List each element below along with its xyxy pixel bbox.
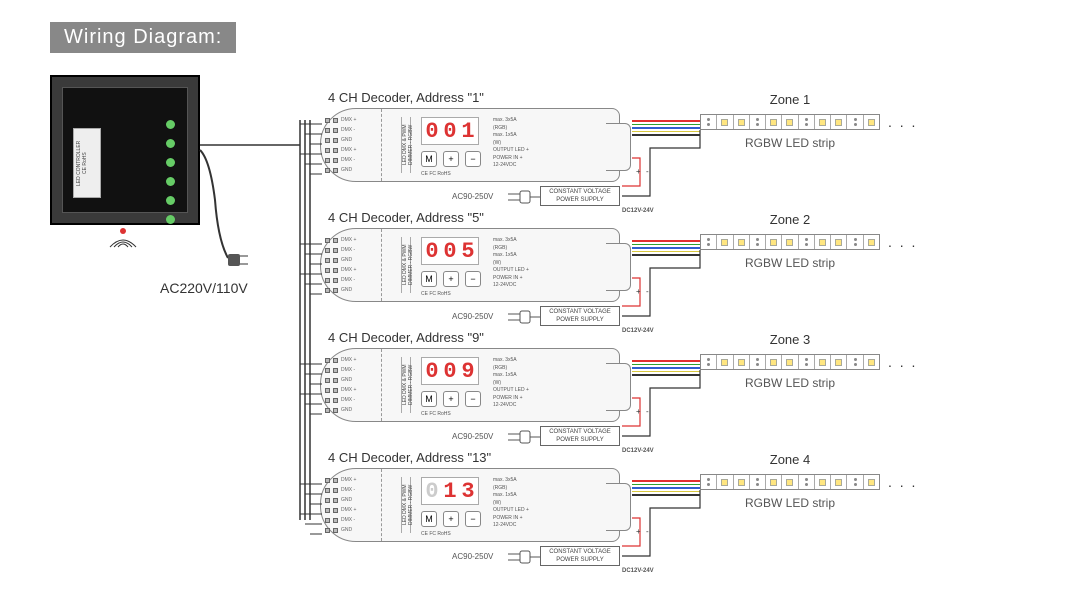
rf-wireless-icon [108,228,138,254]
zone-label: Zone 1 [700,92,880,107]
cert-label: CE FC RoHS [421,291,451,297]
decoder-button[interactable]: − [465,511,481,527]
cert-label: CE FC RoHS [421,411,451,417]
dmx-terminals: DMX +DMX -GNDDMX +DMX -GND [325,475,375,535]
output-spec-label: max. 3x5A(RGB)max. 1x5A(W)OUTPUT LED +PO… [493,117,529,170]
decoder-model-label: LED DMX & PWM DIMMER - RGBW [401,357,411,413]
svg-text:-: - [646,167,649,176]
cert-label: CE FC RoHS [421,171,451,177]
psu-plug-icon [508,548,540,566]
controller-info-label: LED CONTROLLER CE RoHS [73,128,101,198]
psu-ac-label: AC90-250V [452,552,493,561]
decoder-button[interactable]: M [421,511,437,527]
svg-text:-: - [646,407,649,416]
svg-text:+: + [636,407,641,416]
decoder-button[interactable]: − [465,151,481,167]
controller-leds [166,120,175,224]
psu-plug-icon [508,308,540,326]
decoder-title: 4 CH Decoder, Address "9" [328,330,484,345]
zone-label: Zone 2 [700,212,880,227]
decoder-title: 4 CH Decoder, Address "13" [328,450,491,465]
continuation-ellipsis: . . . [888,354,917,370]
decoder-button[interactable]: + [443,271,459,287]
decoder-button[interactable]: M [421,271,437,287]
psu-ac-label: AC90-250V [452,432,493,441]
psu-wiring: + - [540,228,740,338]
psu-wiring: + - [540,468,740,578]
decoder-button[interactable]: M [421,391,437,407]
address-display: 013 [421,477,479,505]
dmx-terminals: DMX +DMX -GNDDMX +DMX -GND [325,235,375,295]
controller-face: LED CONTROLLER CE RoHS [62,87,188,213]
diagram-title: Wiring Diagram: [50,22,236,53]
address-display: 009 [421,357,479,385]
psu-wiring: + - [540,348,740,458]
output-spec-label: max. 3x5A(RGB)max. 1x5A(W)OUTPUT LED +PO… [493,237,529,290]
decoder-buttons: M +− [421,271,481,287]
psu-plug-icon [508,188,540,206]
psu-wiring: + - [540,108,740,218]
decoder-button[interactable]: M [421,151,437,167]
decoder-model-label: LED DMX & PWM DIMMER - RGBW [401,117,411,173]
zone-label: Zone 3 [700,332,880,347]
decoder-button[interactable]: − [465,271,481,287]
decoder-model-label: LED DMX & PWM DIMMER - RGBW [401,477,411,533]
svg-text:+: + [636,287,641,296]
wall-controller: LED CONTROLLER CE RoHS [50,75,200,225]
cert-label: CE FC RoHS [421,531,451,537]
svg-text:-: - [646,527,649,536]
decoder-buttons: M +− [421,391,481,407]
continuation-ellipsis: . . . [888,474,917,490]
decoder-model-label: LED DMX & PWM DIMMER - RGBW [401,237,411,293]
svg-text:+: + [636,167,641,176]
decoder-button[interactable]: + [443,511,459,527]
decoder-button[interactable]: + [443,151,459,167]
dmx-terminals: DMX +DMX -GNDDMX +DMX -GND [325,355,375,415]
output-spec-label: max. 3x5A(RGB)max. 1x5A(W)OUTPUT LED +PO… [493,477,529,530]
decoder-title: 4 CH Decoder, Address "5" [328,210,484,225]
psu-ac-label: AC90-250V [452,312,493,321]
decoder-button[interactable]: + [443,391,459,407]
continuation-ellipsis: . . . [888,114,917,130]
ac-power-label: AC220V/110V [160,280,248,296]
decoder-buttons: M +− [421,511,481,527]
address-display: 001 [421,117,479,145]
svg-text:-: - [646,287,649,296]
decoder-button[interactable]: − [465,391,481,407]
continuation-ellipsis: . . . [888,234,917,250]
zone-label: Zone 4 [700,452,880,467]
psu-ac-label: AC90-250V [452,192,493,201]
decoder-title: 4 CH Decoder, Address "1" [328,90,484,105]
decoder-buttons: M +− [421,151,481,167]
psu-plug-icon [508,428,540,446]
dmx-terminals: DMX +DMX -GNDDMX +DMX -GND [325,115,375,175]
output-spec-label: max. 3x5A(RGB)max. 1x5A(W)OUTPUT LED +PO… [493,357,529,410]
address-display: 005 [421,237,479,265]
svg-text:+: + [636,527,641,536]
